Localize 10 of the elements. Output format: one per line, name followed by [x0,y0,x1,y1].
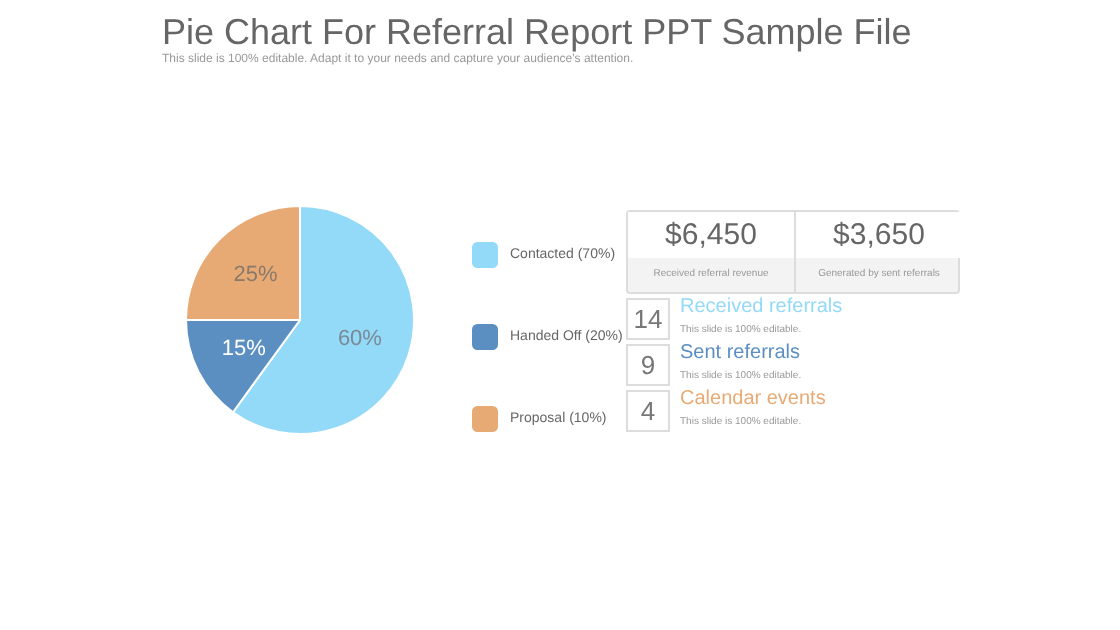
chart-title: Pie Chart For Referral Report PPT Sample File [162,12,912,52]
text: Sent referrals [680,342,801,364]
number-box: 9 [626,344,670,386]
data-label: 15% [221,336,267,361]
number-box: 14 [626,298,670,340]
data-label: 25% [233,263,278,288]
text: Calendar events [680,388,826,410]
number-box: 4 [626,390,670,432]
text: Received referrals [680,296,843,318]
data-label: 60% [337,327,383,352]
